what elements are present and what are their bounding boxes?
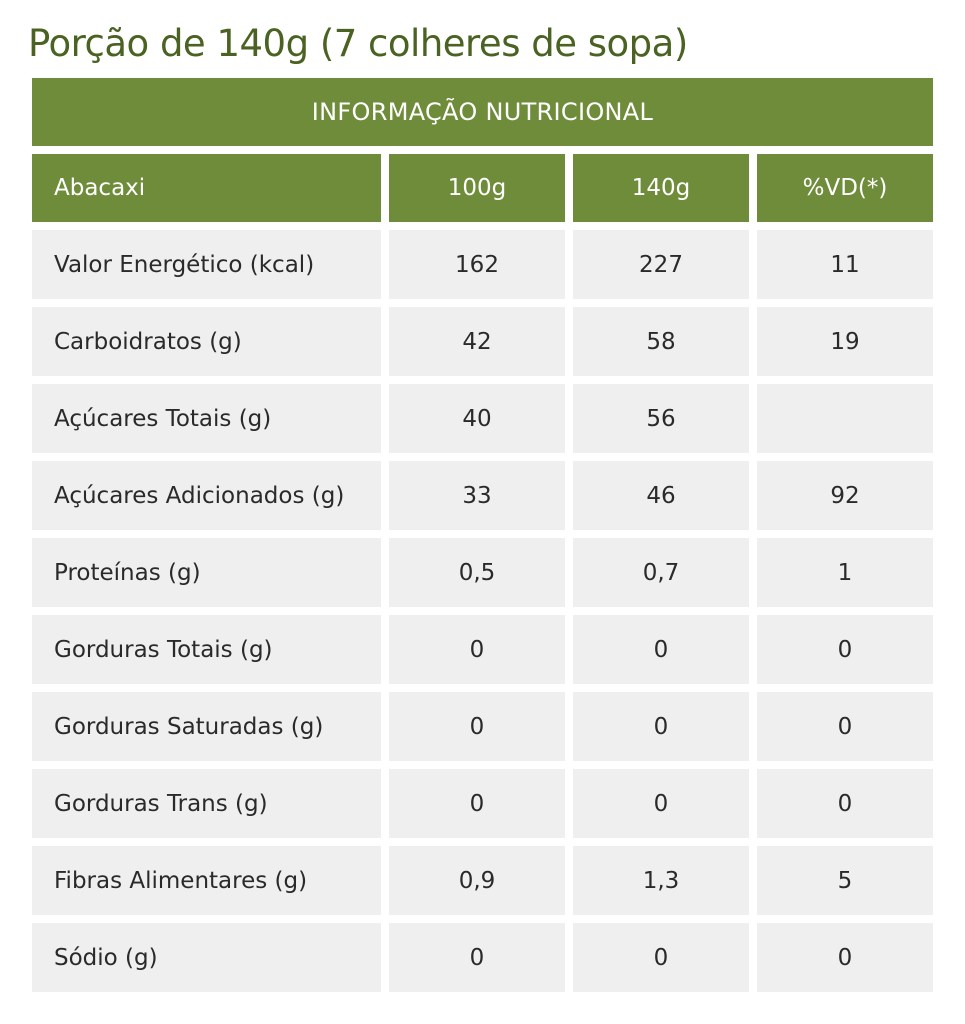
value-per-140g: 227 (573, 230, 749, 299)
value-per-100g: 0,5 (389, 538, 565, 607)
value-per-140g: 0 (573, 692, 749, 761)
nutrition-table-title: INFORMAÇÃO NUTRICIONAL (32, 78, 933, 146)
daily-value-percent: 0 (757, 615, 933, 684)
value-per-100g: 0 (389, 692, 565, 761)
nutrient-name: Gorduras Saturadas (g) (32, 692, 381, 761)
daily-value-percent: 92 (757, 461, 933, 530)
daily-value-percent: 1 (757, 538, 933, 607)
nutrition-grid: Abacaxi 100g 140g %VD(*) Valor Energétic… (32, 154, 933, 992)
nutrition-table: INFORMAÇÃO NUTRICIONAL Abacaxi 100g 140g… (32, 78, 933, 992)
column-header-daily-value: %VD(*) (757, 154, 933, 222)
value-per-140g: 1,3 (573, 846, 749, 915)
nutrient-name: Fibras Alimentares (g) (32, 846, 381, 915)
value-per-100g: 40 (389, 384, 565, 453)
daily-value-percent: 0 (757, 923, 933, 992)
value-per-100g: 33 (389, 461, 565, 530)
value-per-140g: 0,7 (573, 538, 749, 607)
value-per-100g: 0,9 (389, 846, 565, 915)
value-per-100g: 0 (389, 769, 565, 838)
value-per-140g: 46 (573, 461, 749, 530)
column-header-product: Abacaxi (32, 154, 381, 222)
daily-value-percent: 11 (757, 230, 933, 299)
value-per-140g: 56 (573, 384, 749, 453)
value-per-140g: 0 (573, 769, 749, 838)
nutrient-name: Valor Energético (kcal) (32, 230, 381, 299)
nutrient-name: Gorduras Trans (g) (32, 769, 381, 838)
value-per-140g: 58 (573, 307, 749, 376)
daily-value-percent: 5 (757, 846, 933, 915)
value-per-100g: 42 (389, 307, 565, 376)
column-header-100g: 100g (389, 154, 565, 222)
column-header-140g: 140g (573, 154, 749, 222)
daily-value-percent: 0 (757, 769, 933, 838)
nutrient-name: Sódio (g) (32, 923, 381, 992)
daily-value-percent: 0 (757, 692, 933, 761)
nutrient-name: Proteínas (g) (32, 538, 381, 607)
nutrient-name: Açúcares Totais (g) (32, 384, 381, 453)
nutrient-name: Açúcares Adicionados (g) (32, 461, 381, 530)
value-per-100g: 0 (389, 923, 565, 992)
value-per-100g: 162 (389, 230, 565, 299)
daily-value-percent (757, 384, 933, 453)
value-per-140g: 0 (573, 615, 749, 684)
value-per-100g: 0 (389, 615, 565, 684)
daily-value-percent: 19 (757, 307, 933, 376)
serving-size-title: Porção de 140g (7 colheres de sopa) (28, 22, 688, 65)
nutrient-name: Gorduras Totais (g) (32, 615, 381, 684)
nutrient-name: Carboidratos (g) (32, 307, 381, 376)
value-per-140g: 0 (573, 923, 749, 992)
